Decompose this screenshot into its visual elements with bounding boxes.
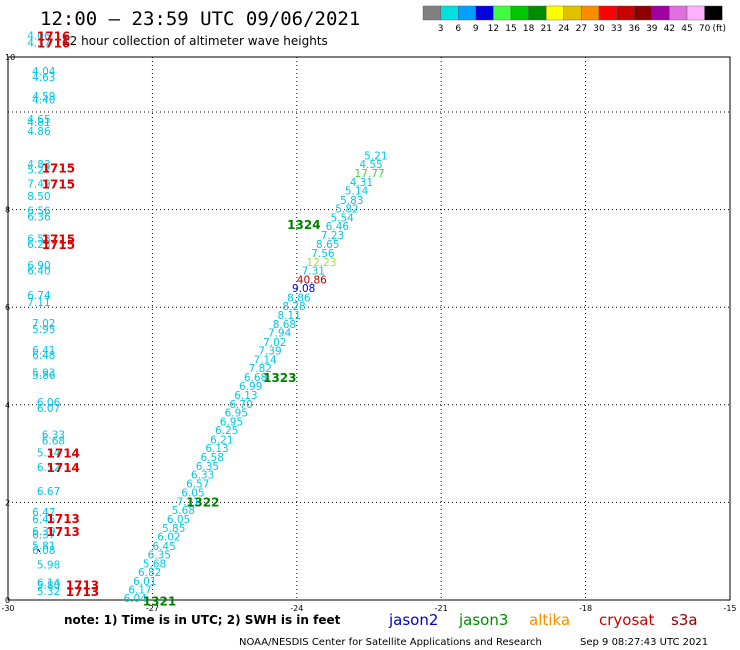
chart-title: 12:00 — 23:59 UTC 09/06/2021 bbox=[40, 8, 360, 30]
satellite-legend-item: s3a bbox=[671, 611, 698, 629]
footer-credit: NOAA/NESDIS Center for Satellite Applica… bbox=[239, 637, 542, 648]
colorbar-swatch bbox=[423, 6, 441, 20]
footer-timestamp: Sep 9 08:27:43 UTC 2021 bbox=[580, 637, 708, 648]
colorbar-swatch bbox=[652, 6, 670, 20]
colorbar-swatch bbox=[581, 6, 599, 20]
wave-height-point: 6.74 bbox=[27, 290, 51, 302]
colorbar-swatch bbox=[493, 6, 511, 20]
colorbar-swatch bbox=[564, 6, 582, 20]
x-tick-label: -18 bbox=[579, 604, 592, 613]
y-tick-label: 10 bbox=[5, 53, 15, 62]
colorbar-swatch bbox=[546, 6, 564, 20]
y-tick-label: 4 bbox=[5, 401, 10, 410]
wave-height-point: 6.56 bbox=[27, 206, 51, 218]
satellite-legend-item: altika bbox=[529, 611, 570, 629]
time-label: 1713 bbox=[47, 512, 80, 526]
y-tick-label: 8 bbox=[5, 206, 10, 215]
wave-height-point: 5.93 bbox=[32, 368, 55, 380]
colorbar-swatch bbox=[476, 6, 494, 20]
colorbar-label: 27 bbox=[576, 24, 587, 34]
colorbar-swatch bbox=[634, 6, 652, 20]
time-label: 1714 bbox=[47, 447, 80, 461]
wave-height-point: 5.98 bbox=[37, 559, 60, 571]
colorbar-swatch bbox=[458, 6, 476, 20]
wave-height-point: 6.90 bbox=[27, 260, 50, 272]
y-tick-label: 0 bbox=[5, 596, 10, 605]
colorbar-label: 42 bbox=[664, 24, 675, 34]
x-tick-label: -30 bbox=[1, 604, 14, 613]
time-label: 1323 bbox=[263, 371, 296, 385]
colorbar-swatch bbox=[705, 6, 723, 20]
colorbar-label: 21 bbox=[540, 24, 551, 34]
wave-height-point: 6.41 bbox=[32, 345, 55, 357]
colorbar-swatch bbox=[441, 6, 459, 20]
wave-height-point: 4.59 bbox=[32, 91, 55, 103]
satellite-legend-item: cryosat bbox=[599, 611, 654, 629]
colorbar-label: 39 bbox=[646, 24, 658, 34]
time-label: 1713 bbox=[66, 578, 99, 592]
time-label: 1715 bbox=[42, 162, 75, 176]
colorbar-label: 30 bbox=[593, 24, 605, 34]
wave-height-point: 4.04 bbox=[32, 66, 56, 78]
colorbar-unit: (ft) bbox=[712, 24, 726, 34]
colorbar-label: 18 bbox=[523, 24, 535, 34]
colorbar-label: 12 bbox=[488, 24, 499, 34]
colorbar-label: 24 bbox=[558, 24, 570, 34]
y-tick-label: 2 bbox=[5, 498, 10, 507]
colorbar-swatch bbox=[599, 6, 617, 20]
satellite-legend-item: jason2 bbox=[388, 611, 438, 629]
footer-note: note: 1) Time is in UTC; 2) SWH is in fe… bbox=[64, 613, 341, 627]
colorbar-swatch bbox=[529, 6, 547, 20]
colorbar-label: 6 bbox=[455, 24, 461, 34]
x-tick-label: -15 bbox=[723, 604, 736, 613]
wave-height-point: 6.14 bbox=[37, 577, 61, 589]
time-label: 1715 bbox=[42, 232, 75, 246]
wave-height-point: 5.21 bbox=[364, 150, 387, 162]
time-label: 1713 bbox=[47, 525, 80, 539]
colorbar-swatch bbox=[511, 6, 529, 20]
time-label: 1716 bbox=[37, 29, 70, 43]
colorbar-swatch bbox=[687, 6, 705, 20]
wave-height-point: 8.50 bbox=[27, 191, 50, 203]
colorbar-label: 36 bbox=[628, 24, 640, 34]
wave-height-point: 6.06 bbox=[37, 397, 61, 409]
wave-height-point: 4.65 bbox=[27, 114, 50, 126]
wave-height-point: 6.33 bbox=[42, 430, 65, 442]
time-label: 1322 bbox=[186, 495, 219, 509]
colorbar-label: 33 bbox=[611, 24, 622, 34]
x-tick-label: -24 bbox=[290, 604, 303, 613]
colorbar-swatch bbox=[617, 6, 635, 20]
colorbar-label: 70 bbox=[699, 24, 711, 34]
wave-height-point: 5.81 bbox=[32, 540, 55, 552]
time-label: 1714 bbox=[47, 461, 80, 475]
colorbar-label: 9 bbox=[473, 24, 479, 34]
colorbar-swatch bbox=[669, 6, 687, 20]
wave-height-point: 6.67 bbox=[37, 486, 60, 498]
chart-subtitle: 12 hour collection of altimeter wave hei… bbox=[62, 34, 328, 48]
time-label: 1321 bbox=[143, 594, 176, 608]
colorbar-label: 45 bbox=[681, 24, 692, 34]
satellite-legend-item: jason3 bbox=[458, 611, 508, 629]
y-tick-label: 6 bbox=[5, 303, 10, 312]
time-label: 1715 bbox=[42, 178, 75, 192]
time-label: 1324 bbox=[287, 218, 320, 232]
satellite-legend: jason2 jason3 altika cryosat s3a bbox=[388, 611, 698, 629]
colorbar-label: 15 bbox=[505, 24, 516, 34]
colorbar-label: 3 bbox=[438, 24, 444, 34]
wave-height-point: 7.02 bbox=[32, 318, 55, 330]
